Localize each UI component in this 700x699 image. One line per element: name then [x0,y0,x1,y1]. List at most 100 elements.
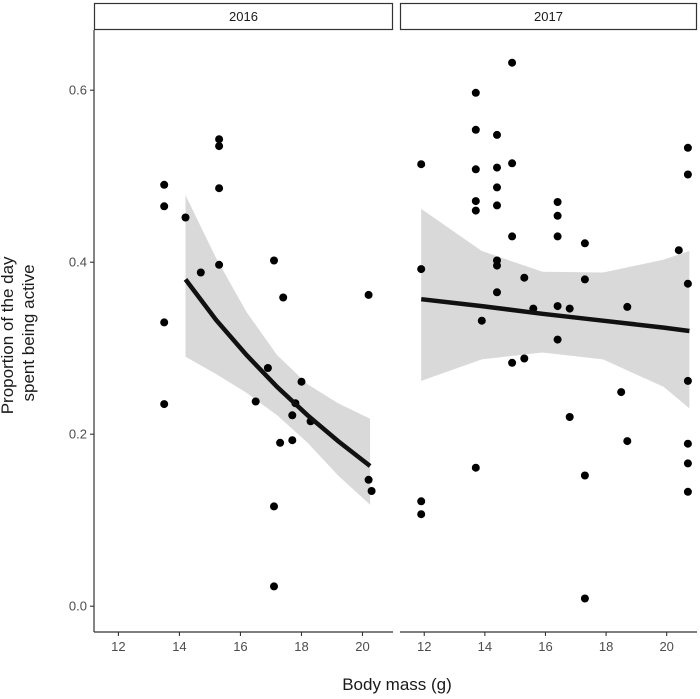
x-axes: 12 14 16 18 20 12 14 16 18 20 [94,631,697,654]
x-tick-label-2017-12: 12 [417,639,431,654]
data-point-2017-19 [508,159,517,168]
facet-label-2016: 2016 [229,9,258,24]
x-axis-2016: 12 14 16 18 20 [94,631,393,654]
data-point-2017-28 [553,302,562,311]
data-point-2017-41 [683,170,692,179]
data-point-2016-12 [270,256,278,265]
y-axis-title: Proportion of the day spent being active [0,252,38,415]
data-point-2017-14 [493,201,501,210]
y-tick-label-1: 0.2 [69,427,87,442]
x-tick-label-2017-18: 18 [599,639,613,654]
data-point-2016-1 [160,202,169,211]
x-tick-label-2016-20: 20 [355,639,369,654]
data-point-2017-33 [580,275,589,284]
x-axis-2017: 12 14 16 18 20 [400,631,697,654]
data-point-2017-29 [553,335,562,344]
data-point-2017-43 [683,376,692,385]
data-point-2017-7 [471,197,480,206]
data-point-2017-42 [683,279,692,288]
data-point-2017-34 [580,471,589,480]
x-tick-label-2016-14: 14 [172,639,186,654]
data-point-2016-20 [297,377,306,386]
data-point-2016-16 [279,293,288,302]
x-tick-label-2016-12: 12 [111,639,125,654]
data-point-2017-39 [674,246,683,255]
data-point-2017-2 [417,497,426,506]
data-point-2017-11 [493,130,501,139]
data-point-2016-14 [270,582,278,591]
y-tick-label-2: 0.4 [69,255,87,270]
data-point-2017-37 [623,302,632,311]
y-tick-label-0: 0.0 [69,599,87,614]
data-point-2017-10 [477,316,486,325]
facet-strip-2017 [399,2,698,31]
data-point-2017-20 [508,232,517,241]
confidence-band-2016 [185,195,371,505]
x-tick-label-2017-14: 14 [478,639,492,654]
data-point-2017-0 [417,160,426,169]
data-point-2017-35 [580,594,589,603]
y-axis: 0.0 0.2 0.4 0.6 [69,30,95,632]
data-point-2016-10 [251,397,260,406]
facet-panels [160,58,692,603]
data-point-2017-16 [493,261,501,270]
data-point-2016-8 [215,184,224,193]
data-point-2016-18 [288,411,297,420]
y-tick-label-3: 0.6 [69,83,87,98]
data-point-2017-6 [471,165,480,174]
fit-line-2016 [183,278,372,468]
data-point-2016-11 [263,364,272,372]
data-point-2016-22 [364,290,373,299]
x-tick-label-2016-16: 16 [233,639,247,654]
x-tick-label-2017-20: 20 [659,639,673,654]
data-point-2016-7 [215,142,224,151]
data-point-2017-31 [565,413,574,421]
data-point-2017-4 [471,88,480,97]
data-point-2017-46 [683,487,692,496]
data-point-2017-45 [683,459,692,468]
data-point-2017-32 [580,239,589,248]
data-point-2017-3 [417,510,426,519]
data-point-2017-26 [553,211,562,220]
facet-label-2017: 2017 [534,9,563,24]
data-point-2017-9 [471,463,480,472]
data-point-2016-3 [160,400,169,409]
data-point-2017-30 [565,304,574,313]
data-point-2017-8 [471,206,480,215]
data-point-2017-23 [520,354,529,363]
data-point-2016-6 [215,135,224,144]
panel-2017 [417,58,692,603]
data-point-2016-17 [288,436,297,445]
y-axis-title-line-2: spent being active [19,264,38,401]
data-point-2016-0 [160,180,169,189]
data-point-2017-27 [553,232,562,241]
data-point-2016-15 [276,438,285,447]
data-point-2017-25 [553,198,562,206]
data-point-2017-38 [623,437,632,446]
data-point-2016-13 [270,502,278,511]
facet-strip-2016 [93,2,394,31]
data-point-2016-4 [181,213,190,222]
data-point-2016-2 [160,318,169,327]
y-axis-title-line-1: Proportion of the day [0,256,17,414]
data-point-2016-5 [196,268,205,277]
data-point-2017-21 [508,358,517,367]
fit-line-2017 [420,296,690,334]
data-point-2017-36 [617,388,626,397]
data-point-2017-13 [493,183,501,192]
x-tick-label-2017-16: 16 [538,639,552,654]
data-point-2017-12 [493,163,501,172]
data-point-2017-5 [471,125,480,134]
data-point-2017-22 [520,273,529,282]
data-point-2017-17 [493,288,501,297]
data-point-2017-44 [683,439,692,448]
data-point-2017-1 [417,265,426,274]
data-point-2016-24 [367,487,376,495]
x-tick-label-2016-18: 18 [294,639,308,654]
data-point-2016-23 [364,475,373,484]
data-point-2017-40 [683,143,692,152]
x-axis-title: Body mass (g) [342,675,452,694]
data-point-2016-9 [215,260,224,269]
facet-strips: 2016 2017 [93,2,698,31]
